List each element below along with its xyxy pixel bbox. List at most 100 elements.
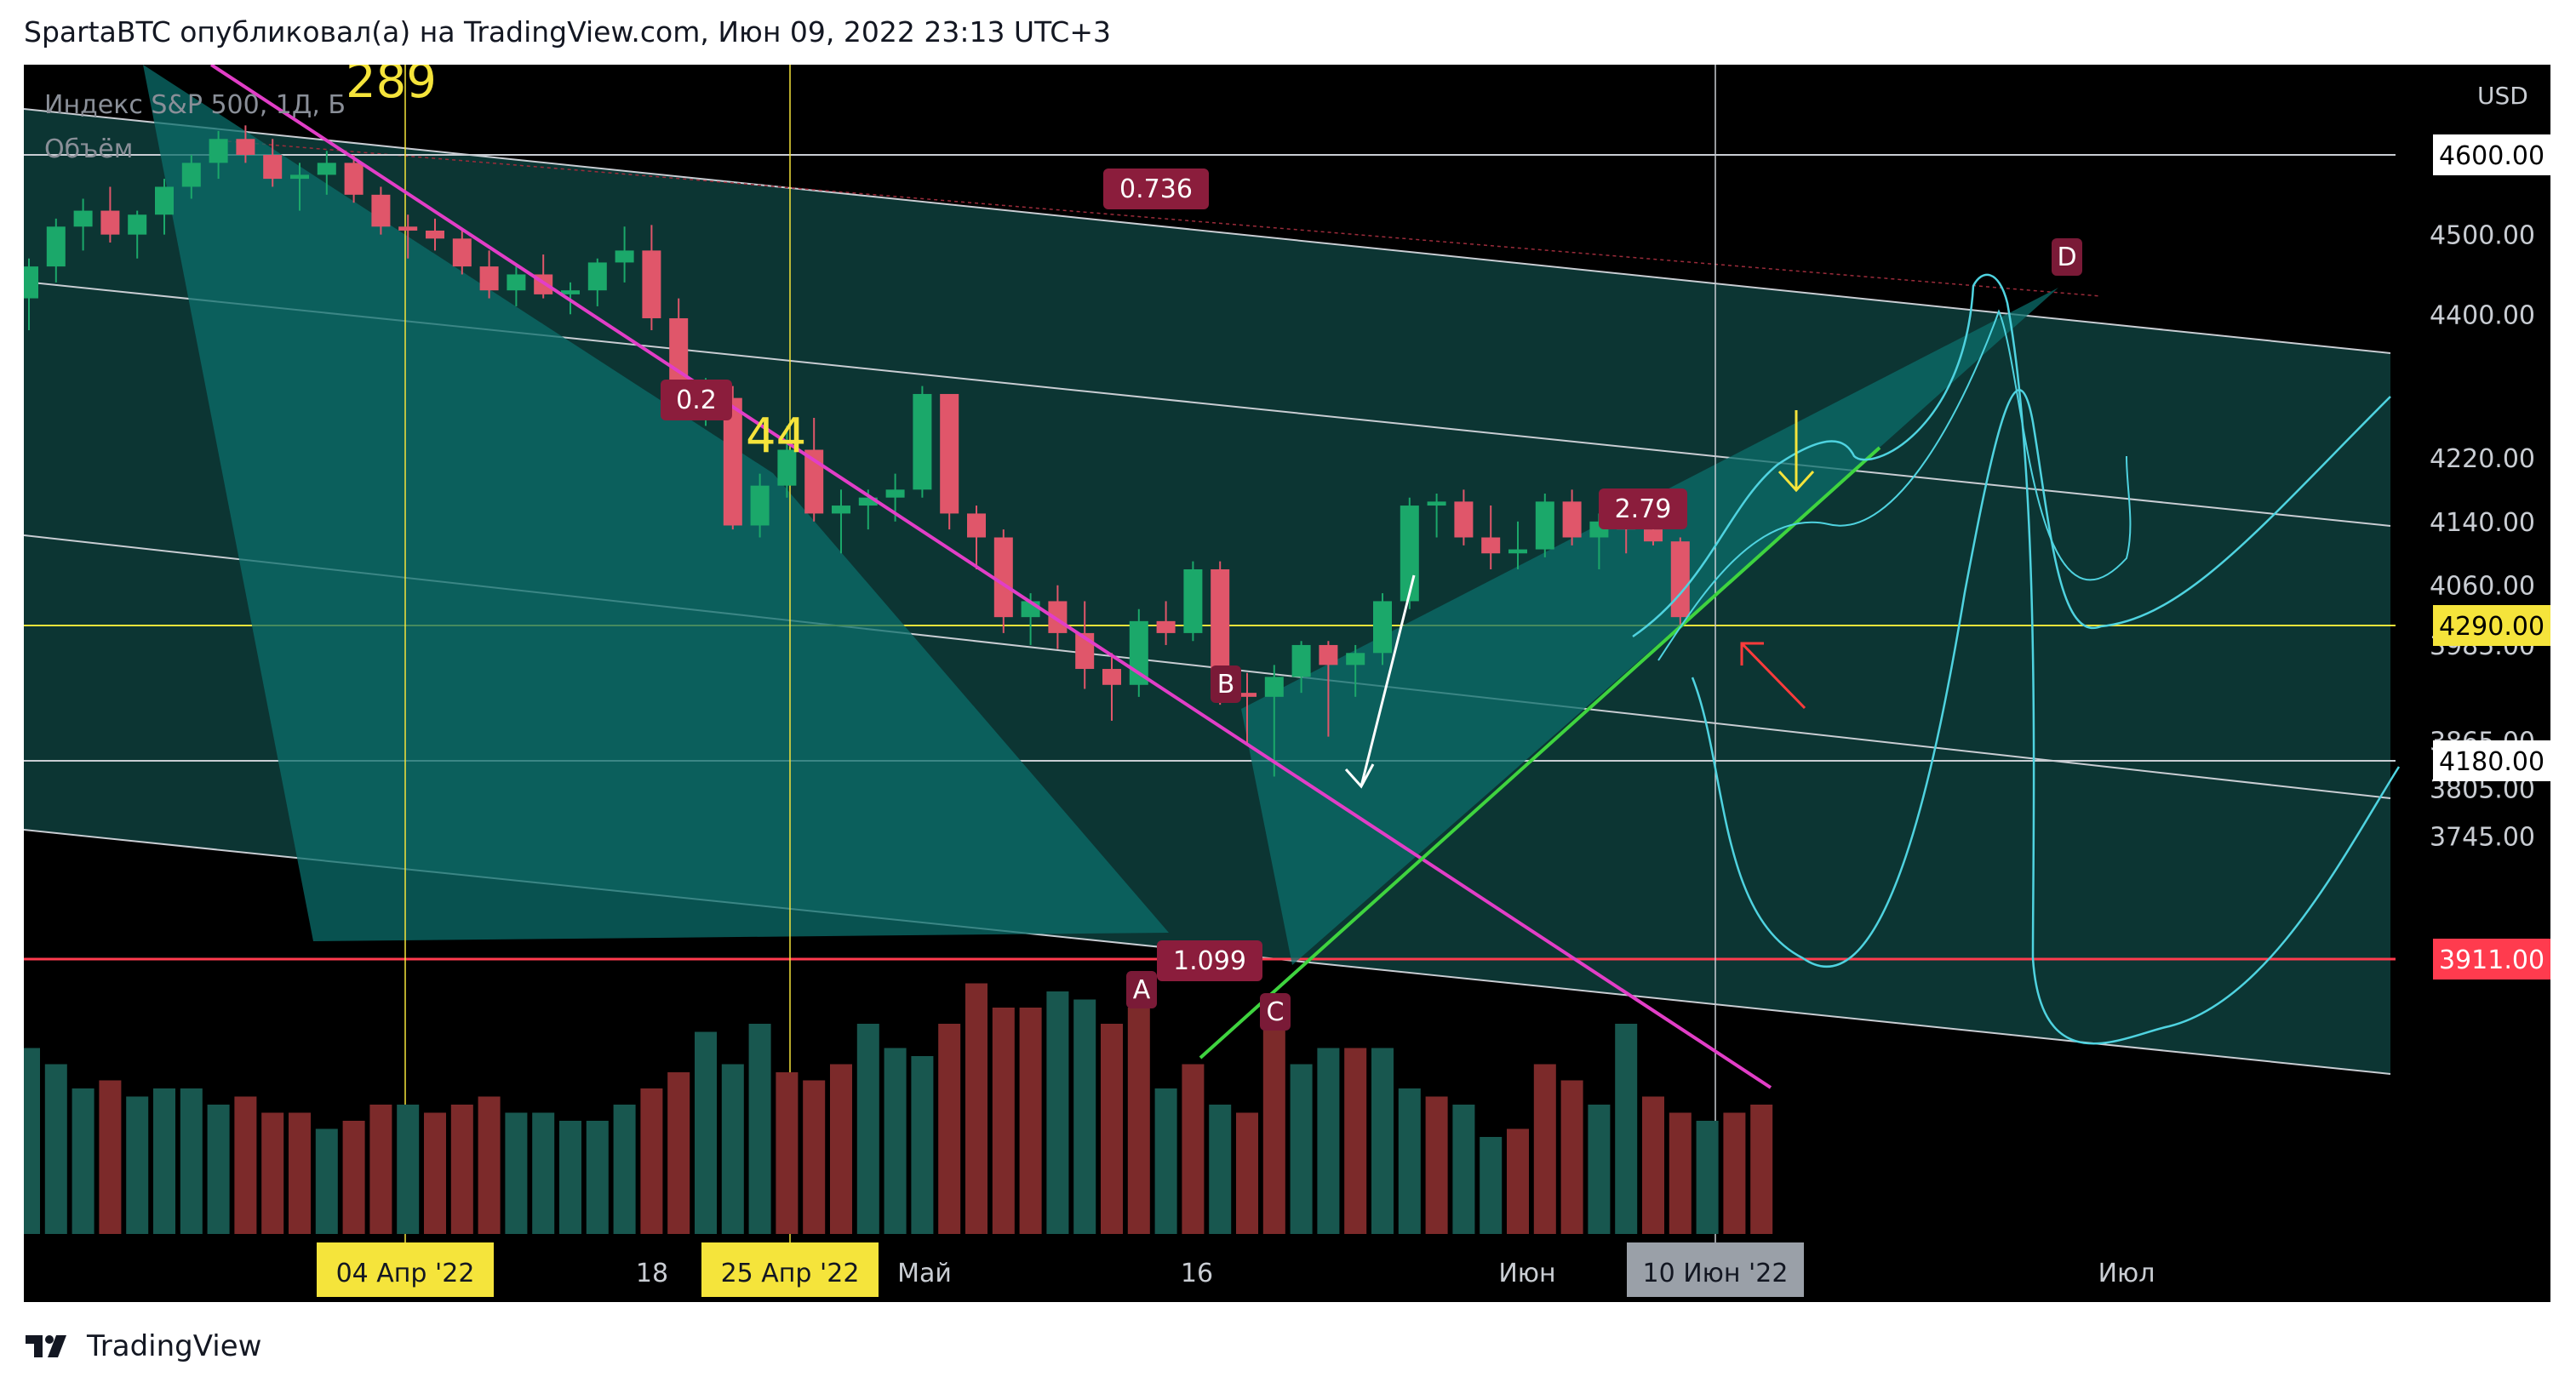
price-label-box xyxy=(2433,939,2550,980)
price-label-box xyxy=(2433,605,2550,646)
volume-bar xyxy=(1425,1096,1448,1234)
candle-body xyxy=(426,230,444,239)
candle-body xyxy=(885,489,905,498)
candle-body xyxy=(1319,644,1338,665)
volume-bar xyxy=(1371,1048,1394,1234)
volume-bar xyxy=(803,1080,826,1234)
price-tick: 4400.00 xyxy=(2430,300,2535,330)
candle-body xyxy=(615,250,634,263)
support-line xyxy=(1199,446,1881,1060)
volume-label[interactable]: Объём xyxy=(44,134,134,164)
volume-bar xyxy=(1154,1088,1177,1234)
volume-bar xyxy=(1480,1137,1503,1234)
candle-body xyxy=(913,393,932,490)
volume-bar xyxy=(1046,991,1069,1234)
ratio-label: 0.736 xyxy=(1119,174,1193,204)
volume-bar xyxy=(1560,1080,1583,1234)
volume-bar xyxy=(640,1088,663,1234)
volume-bar xyxy=(748,1024,771,1234)
yellow-arrow-head xyxy=(1777,470,1815,493)
ratio-badge xyxy=(661,380,732,420)
candle-body xyxy=(1508,549,1527,554)
volume-bar xyxy=(44,1064,67,1234)
candle-body xyxy=(561,290,580,294)
price-tick: 4500.00 xyxy=(2430,221,2535,251)
currency-label: USD xyxy=(2477,82,2528,110)
candle-body xyxy=(1373,601,1392,654)
projection-curve-upper xyxy=(1632,273,2401,1045)
price-chart[interactable]: 289 44 0.736 0.2 2.79 1.099 A B C D USD 4500.00 4400… xyxy=(24,65,2550,1302)
price-label-box xyxy=(2433,134,2550,175)
candle-body xyxy=(723,397,742,526)
candle-body xyxy=(1156,620,1176,633)
volume-bar xyxy=(342,1121,365,1234)
volume-bar xyxy=(1452,1105,1475,1234)
price-tick: 4140.00 xyxy=(2430,508,2535,538)
candle-body xyxy=(209,139,228,163)
candle-body xyxy=(371,194,391,227)
date-highlight-label: 04 Апр '22 xyxy=(336,1259,475,1288)
candle-body xyxy=(317,163,336,175)
candle-body xyxy=(832,506,850,514)
volume-bar xyxy=(1073,999,1096,1234)
candle-body xyxy=(507,274,526,291)
volume-bar xyxy=(126,1096,149,1234)
ratio-badge xyxy=(1157,940,1262,981)
pattern-point-label: D xyxy=(2057,243,2076,272)
tradingview-brand[interactable]: TradingView xyxy=(87,1329,262,1363)
price-label: 3911.00 xyxy=(2439,945,2545,975)
ratio-badge xyxy=(1103,169,1209,209)
candle-body xyxy=(398,226,418,231)
volume-bar xyxy=(586,1121,609,1234)
volume-bar xyxy=(1533,1064,1556,1234)
volume-bar xyxy=(613,1105,636,1234)
volume-bar xyxy=(1127,1008,1150,1234)
candle-body xyxy=(73,210,93,227)
volume-bar xyxy=(1019,1008,1042,1234)
candle-body xyxy=(642,250,661,318)
ratio-badge xyxy=(2052,238,2082,276)
volume-bar xyxy=(1236,1112,1258,1234)
count-label: 44 xyxy=(746,408,806,464)
volume-bar xyxy=(1398,1088,1421,1234)
candle-body xyxy=(1562,501,1582,538)
candle-body xyxy=(1670,541,1690,618)
candle-body xyxy=(479,266,499,291)
volume-bar xyxy=(938,1024,961,1234)
channel-line xyxy=(24,108,2391,354)
time-tick: Июл xyxy=(2098,1259,2155,1288)
volume-bar xyxy=(234,1096,257,1234)
symbol-label[interactable]: Индекс S&P 500, 1Д, Б xyxy=(44,90,346,120)
date-highlight-box xyxy=(317,1242,494,1297)
volume-bar xyxy=(776,1072,799,1234)
candle-body xyxy=(24,266,38,299)
projection-curve-lower xyxy=(1691,389,2391,968)
volume-bar xyxy=(505,1112,528,1234)
volume-bar xyxy=(1615,1024,1638,1234)
ratio-badge xyxy=(1126,971,1157,1008)
candle-body xyxy=(452,238,472,267)
candle-body xyxy=(1238,693,1257,697)
volume-bar xyxy=(830,1064,852,1234)
price-label: 4290.00 xyxy=(2439,612,2545,642)
candle-body xyxy=(155,186,174,215)
time-tick: 18 xyxy=(636,1259,668,1288)
candle-body xyxy=(236,139,255,155)
xab-triangle xyxy=(143,65,1169,941)
time-tick: Май xyxy=(897,1259,952,1288)
volume-bar xyxy=(1262,1015,1285,1234)
volume-bar xyxy=(1507,1128,1529,1234)
candle-body xyxy=(1400,506,1419,602)
chart-svg[interactable]: 289 44 0.736 0.2 2.79 1.099 A B C D USD 4500.00 4400… xyxy=(24,65,2550,1302)
volume-bar xyxy=(1209,1105,1232,1234)
candle-body xyxy=(1535,501,1554,550)
volume-bar xyxy=(289,1112,311,1234)
tradingview-logo-icon xyxy=(26,1335,66,1357)
volume-bar xyxy=(1101,1024,1123,1234)
volume-bar xyxy=(478,1096,501,1234)
ratio-badge xyxy=(1211,665,1241,703)
candle-body xyxy=(1183,568,1203,633)
volume-bar xyxy=(1290,1064,1313,1234)
volume-bar xyxy=(721,1064,744,1234)
volume-bar xyxy=(207,1105,230,1234)
